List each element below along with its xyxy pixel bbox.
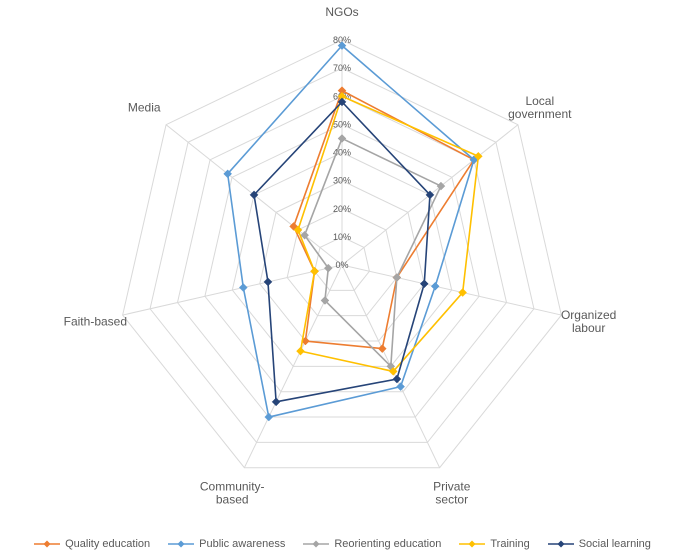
axis-label: Faith-based: [64, 314, 127, 328]
axis-label: NGOs: [325, 5, 358, 19]
radial-tick-label: 0%: [335, 260, 348, 270]
radial-tick-label: 50%: [333, 119, 351, 129]
axis-label: Private: [433, 479, 471, 493]
axis-label: Organized: [561, 308, 616, 322]
radial-tick-label: 10%: [333, 232, 351, 242]
legend-marker: [548, 539, 574, 549]
radial-tick-label: 30%: [333, 176, 351, 186]
legend-marker: [168, 539, 194, 549]
legend-label: Training: [490, 538, 529, 550]
legend-label: Social learning: [579, 538, 651, 550]
axis-label: Local: [525, 94, 554, 108]
chart-legend: Quality education Public awareness Reorien…: [0, 538, 685, 550]
series-marker: [397, 383, 405, 391]
series-marker: [431, 282, 439, 290]
series-marker: [239, 284, 247, 292]
radial-tick-label: 70%: [333, 63, 351, 73]
series-marker: [272, 398, 280, 406]
axis-label: government: [508, 107, 572, 121]
axis-label: based: [216, 492, 249, 506]
legend-marker: [303, 539, 329, 549]
radar-chart: 0%10%20%30%40%50%60%70%80%NGOsLocalgover…: [0, 0, 685, 525]
legend-label: Reorienting education: [334, 538, 441, 550]
legend-item: Social learning: [548, 538, 651, 550]
series-marker: [297, 347, 305, 355]
series-marker: [338, 134, 346, 142]
legend-item: Public awareness: [168, 538, 285, 550]
axis-label: Community-: [200, 479, 265, 493]
legend-marker: [34, 539, 60, 549]
axis-label: sector: [435, 492, 468, 506]
legend-label: Quality education: [65, 538, 150, 550]
legend-item: Reorienting education: [303, 538, 441, 550]
axis-label: Media: [128, 100, 161, 114]
legend-item: Quality education: [34, 538, 150, 550]
legend-label: Public awareness: [199, 538, 285, 550]
series-line: [305, 138, 441, 366]
axis-label: labour: [572, 321, 605, 335]
radial-tick-label: 20%: [333, 204, 351, 214]
series-marker: [393, 375, 401, 383]
legend-item: Training: [459, 538, 529, 550]
series-marker: [264, 278, 272, 286]
legend-marker: [459, 539, 485, 549]
series-marker: [378, 345, 386, 353]
